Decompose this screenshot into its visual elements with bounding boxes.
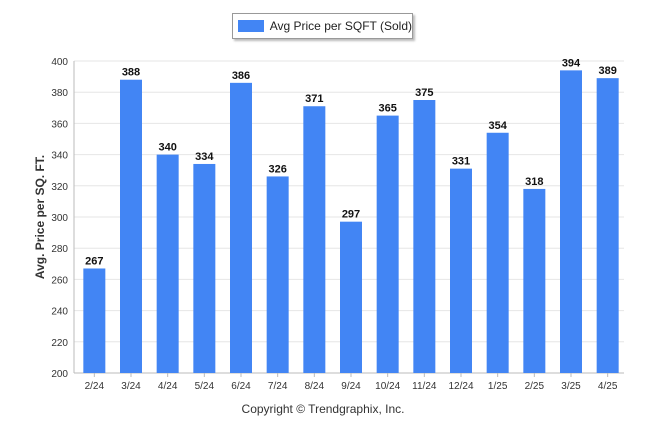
bar bbox=[193, 163, 216, 373]
x-tick-label: 4/24 bbox=[158, 381, 178, 392]
x-tick-label: 12/24 bbox=[448, 381, 473, 392]
bar bbox=[340, 221, 362, 373]
bar bbox=[303, 106, 326, 374]
bar bbox=[413, 100, 436, 373]
bar bbox=[450, 168, 472, 373]
x-tick-label: 1/25 bbox=[488, 381, 508, 392]
y-tick-label: 200 bbox=[51, 369, 68, 380]
data-label: 331 bbox=[452, 156, 470, 168]
bar bbox=[486, 132, 509, 373]
x-tick-label: 4/25 bbox=[598, 381, 618, 392]
data-label: 371 bbox=[305, 93, 323, 105]
y-tick-label: 240 bbox=[51, 307, 68, 318]
x-tick-label: 10/24 bbox=[375, 381, 400, 392]
data-label: 365 bbox=[378, 103, 396, 115]
legend-label: Avg Price per SQFT (Sold) bbox=[269, 19, 412, 33]
data-label: 267 bbox=[85, 255, 103, 267]
x-tick-label: 2/25 bbox=[525, 381, 545, 392]
y-tick-label: 360 bbox=[51, 119, 68, 130]
data-label: 340 bbox=[158, 142, 176, 154]
x-tick-label: 6/24 bbox=[231, 381, 251, 392]
y-tick-label: 260 bbox=[51, 275, 68, 286]
y-tick-label: 400 bbox=[51, 57, 68, 68]
bar bbox=[376, 115, 399, 373]
bar bbox=[120, 79, 142, 373]
y-tick-label: 280 bbox=[51, 244, 68, 255]
y-tick-label: 220 bbox=[51, 338, 68, 349]
bar bbox=[266, 176, 289, 373]
data-label: 394 bbox=[562, 57, 581, 69]
bar bbox=[560, 70, 582, 374]
data-label: 326 bbox=[268, 163, 286, 175]
data-label: 318 bbox=[525, 176, 543, 188]
bar bbox=[230, 82, 252, 373]
y-tick-label: 340 bbox=[51, 151, 68, 162]
bar bbox=[523, 188, 546, 373]
x-tick-label: 7/24 bbox=[268, 381, 288, 392]
data-label: 389 bbox=[598, 65, 616, 77]
data-label: 297 bbox=[342, 209, 360, 221]
y-tick-label: 380 bbox=[51, 88, 68, 99]
data-label: 388 bbox=[122, 67, 140, 79]
data-label: 334 bbox=[195, 151, 214, 163]
bar bbox=[156, 154, 179, 373]
y-axis-title: Avg. Price per SQ. FT. bbox=[33, 155, 47, 279]
legend-swatch bbox=[238, 20, 264, 32]
y-tick-label: 300 bbox=[51, 213, 68, 224]
bar bbox=[596, 78, 619, 373]
x-tick-label: 9/24 bbox=[341, 381, 361, 392]
copyright-text: Copyright © Trendgraphix, Inc. bbox=[241, 402, 405, 416]
x-tick-label: 3/25 bbox=[561, 381, 581, 392]
bar bbox=[83, 268, 106, 373]
data-label: 354 bbox=[488, 120, 507, 132]
x-tick-label: 8/24 bbox=[305, 381, 325, 392]
x-tick-label: 3/24 bbox=[121, 381, 141, 392]
x-tick-label: 11/24 bbox=[412, 381, 437, 392]
x-tick-label: 5/24 bbox=[195, 381, 215, 392]
y-tick-label: 320 bbox=[51, 182, 68, 193]
data-label: 375 bbox=[415, 87, 433, 99]
data-label: 386 bbox=[232, 70, 250, 82]
x-tick-label: 2/24 bbox=[85, 381, 105, 392]
legend: Avg Price per SQFT (Sold) bbox=[232, 13, 413, 39]
bar-chart: 200 220 240 260 280 300 320 340 360 380 400 Avg. Pr… bbox=[33, 57, 624, 392]
